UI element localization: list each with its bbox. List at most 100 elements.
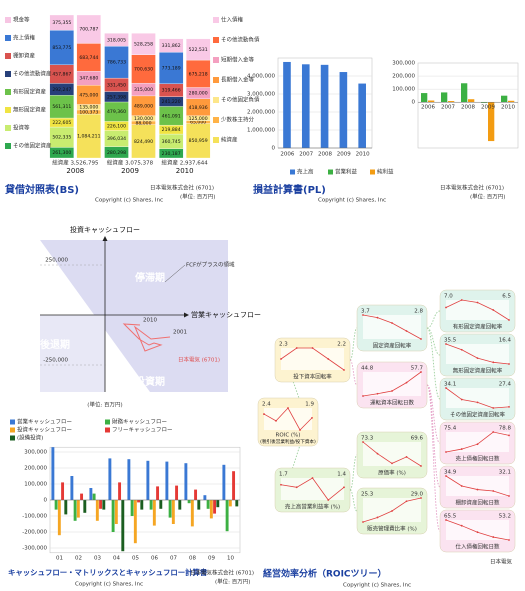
y-tick-label: 100,000: [392, 87, 415, 93]
copyright: Copyright (c) Shares, Inc: [75, 582, 143, 588]
end-label: 7.0: [444, 294, 453, 300]
connector: [349, 359, 358, 386]
bar: [152, 500, 156, 526]
bar: [149, 500, 153, 510]
mini-point: [362, 314, 364, 316]
title: キャッシュフロー・マトリックスとキャッシュフロー計算書: [8, 568, 208, 577]
mini-point: [420, 338, 422, 340]
node-label: 売上高営業利益率 (%): [285, 503, 340, 511]
bar: [187, 500, 191, 504]
mini-plot: [264, 408, 312, 430]
segment-label: 396,034: [107, 136, 126, 142]
legend-swatch: [213, 97, 219, 103]
mini-point: [476, 531, 479, 534]
bar: [461, 83, 468, 103]
legend-label: 投資キャッシュフロー: [17, 426, 72, 434]
bar: [73, 500, 77, 521]
bar: [235, 500, 239, 507]
bar: [95, 500, 99, 521]
end-label: 75.4: [444, 426, 457, 432]
node-label: 売上債権回転日数: [455, 455, 500, 463]
legend-swatch: [5, 17, 11, 23]
node-label: 固定資産回転率: [373, 342, 412, 350]
end-label: 53.2: [499, 514, 511, 520]
legend-label: その他流動資産: [13, 70, 52, 78]
connector: [426, 384, 441, 532]
mini-point: [508, 434, 510, 437]
end-label: 29.0: [411, 492, 424, 498]
segment-label: 257,398: [107, 94, 126, 100]
region-label: 停滞期: [135, 271, 165, 284]
bar: [320, 64, 329, 148]
end-label: 1.7: [279, 472, 288, 478]
segment-label: 475,000: [79, 92, 98, 98]
bar: [206, 500, 210, 509]
mini-plot: [446, 388, 509, 408]
x-tick-label: 09: [208, 556, 215, 562]
mini-plot: [363, 372, 421, 396]
bar-segment: [186, 123, 211, 159]
mini-point: [287, 407, 289, 409]
annotation-pointer: [164, 264, 186, 283]
mini-point: [476, 443, 479, 446]
point-label: 2010: [143, 318, 157, 324]
legend-swatch: [213, 117, 219, 123]
segment-label: 318,005: [107, 37, 126, 43]
y-tick-label: -100,000: [22, 514, 47, 520]
legend-label: 純資産: [221, 136, 238, 144]
segment-label: 347,680: [79, 76, 98, 82]
mini-point: [376, 392, 379, 395]
end-label: 44.8: [361, 366, 374, 372]
mini-point: [460, 485, 463, 487]
mini-point: [476, 401, 479, 404]
end-label: 65.5: [444, 514, 457, 520]
bar: [228, 500, 232, 507]
mini-point: [460, 448, 463, 450]
region-label: 投資期: [135, 375, 165, 388]
bar-segment: [131, 33, 156, 55]
mini-plot: [446, 432, 509, 452]
data-line: [122, 323, 171, 352]
segment-label: 461,091: [162, 113, 181, 119]
total-label: 総資産 3,075,378: [107, 159, 154, 167]
connector: [426, 384, 441, 444]
bar: [448, 101, 455, 103]
mini-point: [460, 299, 463, 301]
mini-point: [275, 419, 277, 422]
bar: [108, 458, 112, 500]
mini-point: [391, 390, 393, 392]
plot-area: [417, 62, 519, 149]
company: 日本電気株式会社 (6701): [440, 184, 504, 192]
mini-point: [445, 306, 447, 309]
x-axis-label: 営業キャッシュフロー: [191, 310, 261, 319]
bar: [468, 99, 475, 103]
mini-point: [405, 456, 408, 458]
mini-point: [460, 398, 463, 401]
y-tick-label: -300,000: [22, 546, 47, 552]
mini-point: [460, 524, 463, 527]
mini-point: [376, 516, 379, 519]
segment-label: 100,373: [79, 110, 98, 116]
end-label: 57.7: [411, 366, 424, 372]
mini-point: [405, 381, 408, 384]
shaded-region: [40, 240, 228, 392]
mini-point: [391, 322, 393, 324]
legend-swatch: [5, 107, 11, 113]
bar-segment: [49, 14, 74, 31]
bar-segment: [104, 33, 129, 47]
legend-swatch: [10, 419, 15, 425]
segment-label: 561,311: [52, 104, 71, 110]
title: 経営効率分析（ROICツリー）: [263, 568, 387, 580]
segment-label: 850,959: [189, 138, 208, 144]
mini-point: [492, 361, 495, 364]
bar: [488, 102, 495, 142]
segment-label: 230,187: [162, 151, 181, 157]
x-tick-label: 03: [94, 556, 101, 562]
end-label: 25.3: [361, 492, 374, 498]
bar-segment: [76, 113, 101, 159]
bar: [118, 482, 122, 500]
bar: [80, 493, 84, 500]
x-tick-label: 06: [151, 556, 158, 562]
bar: [225, 500, 229, 532]
